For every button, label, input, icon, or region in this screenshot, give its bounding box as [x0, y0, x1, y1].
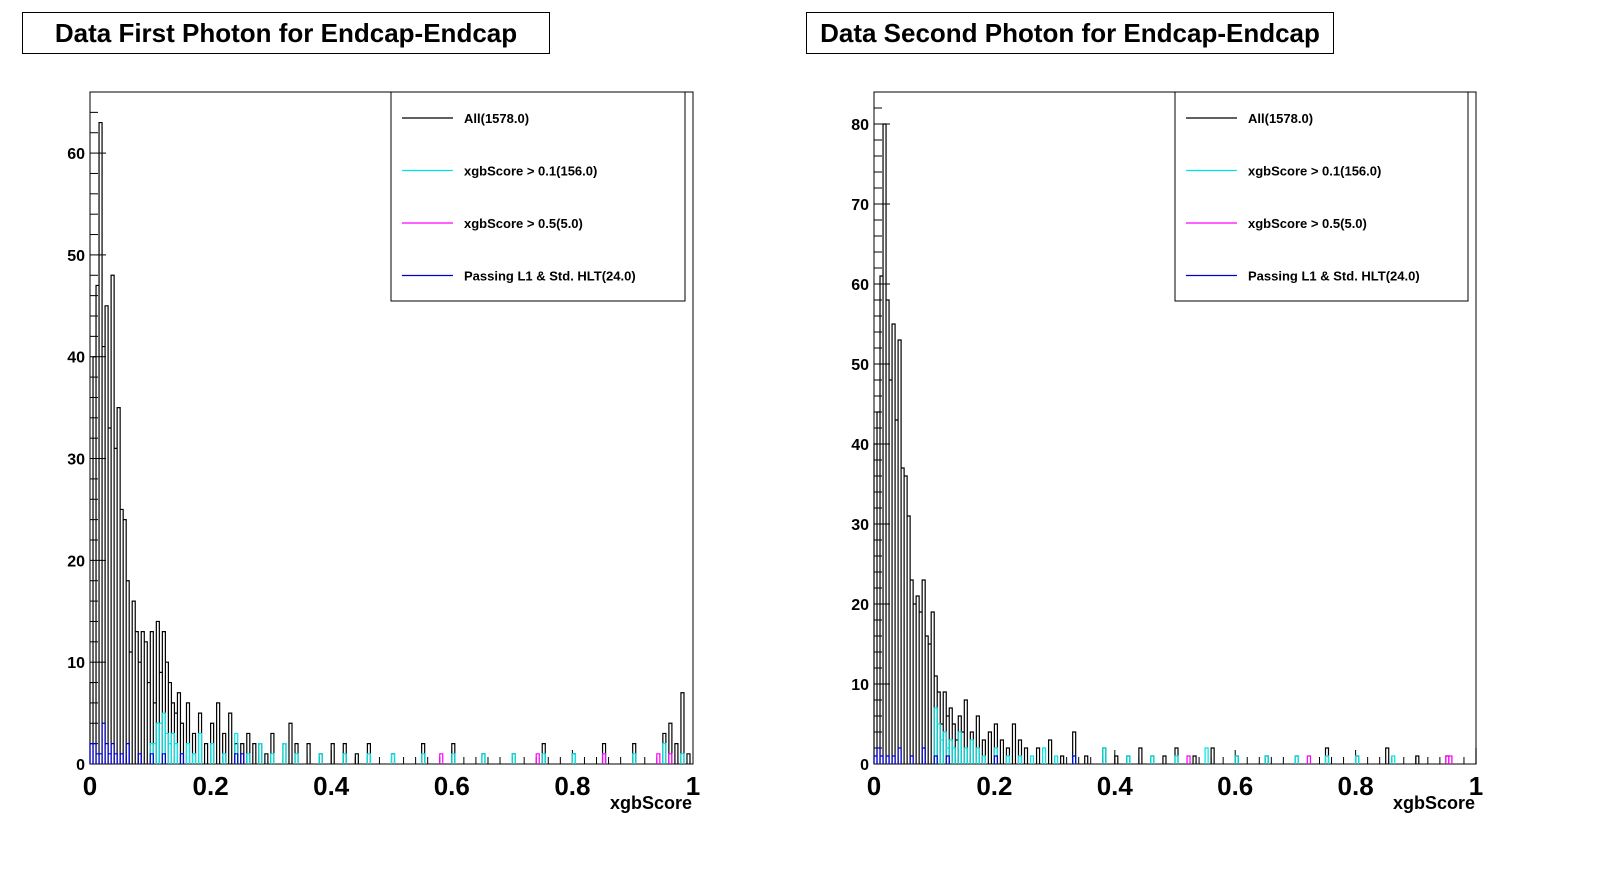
legend-box [390, 91, 686, 302]
x-tick-label: 0.4 [1097, 771, 1134, 801]
series-line-3 [873, 747, 1077, 764]
y-tick-label: 0 [860, 757, 869, 774]
chart-panel-second-photon: Data Second Photon for Endcap-Endcap 0 0.… [799, 0, 1598, 874]
chart-title: Data Second Photon for Endcap-Endcap [806, 12, 1334, 54]
y-tick-label: 30 [67, 452, 85, 469]
y-tick-label: 0 [76, 757, 85, 774]
plot-area-second-photon: 0 0.2 0.4 0.6 0.8 101020304050607080xgbScoreA… [851, 91, 1483, 813]
x-tick-label: 0.2 [193, 771, 229, 801]
y-tick-label: 60 [67, 146, 85, 163]
x-tick-label: 0 [83, 771, 97, 801]
series-line-2 [439, 753, 673, 764]
series-line-1 [149, 712, 685, 764]
legend-entry: All(1578.0) [464, 111, 529, 126]
x-tick-label: 1 [686, 771, 700, 801]
chart-title: Data First Photon for Endcap-Endcap [22, 12, 550, 54]
legend-entry: Passing L1 & Std. HLT(24.0) [464, 269, 636, 284]
x-tick-label: 0.4 [313, 771, 350, 801]
x-tick-label: 0.6 [434, 771, 470, 801]
y-tick-label: 70 [851, 197, 869, 214]
y-tick-label: 80 [851, 117, 869, 134]
x-axis-label: xgbScore [1393, 793, 1475, 813]
series-line-3 [89, 722, 245, 764]
chart-panel-first-photon: Data First Photon for Endcap-Endcap 0 0.2… [22, 12, 700, 813]
y-tick-label: 60 [851, 277, 869, 294]
series-line-2 [1186, 755, 1453, 764]
x-axis-label: xgbScore [610, 793, 692, 813]
legend-entry: xgbScore > 0.5(5.0) [1248, 216, 1367, 231]
x-tick-label: 0.2 [976, 771, 1012, 801]
y-tick-label: 50 [851, 357, 869, 374]
y-tick-label: 10 [851, 677, 869, 694]
y-tick-label: 20 [67, 553, 85, 570]
legend-entry: xgbScore > 0.1(156.0) [1248, 164, 1381, 179]
plot-area-first-photon: 0 0.2 0.4 0.6 0.8 10102030405060xgbScoreAll(1… [67, 91, 700, 813]
y-tick-label: 50 [67, 248, 85, 265]
y-tick-label: 20 [851, 597, 869, 614]
legend-entry: xgbScore > 0.5(5.0) [464, 216, 583, 231]
x-tick-label: 0.6 [1217, 771, 1253, 801]
x-tick-label: 0 [867, 771, 881, 801]
x-tick-label: 0.8 [1338, 771, 1374, 801]
legend-box [1174, 91, 1469, 302]
y-tick-label: 40 [851, 437, 869, 454]
x-tick-label: 1 [1469, 771, 1483, 801]
y-tick-label: 10 [67, 655, 85, 672]
series-line-1 [933, 707, 1396, 764]
legend-entry: Passing L1 & Std. HLT(24.0) [1248, 269, 1420, 284]
x-tick-label: 0.8 [554, 771, 590, 801]
legend-entry: xgbScore > 0.1(156.0) [464, 164, 597, 179]
y-tick-label: 40 [67, 350, 85, 367]
legend-entry: All(1578.0) [1248, 111, 1313, 126]
y-tick-label: 30 [851, 517, 869, 534]
